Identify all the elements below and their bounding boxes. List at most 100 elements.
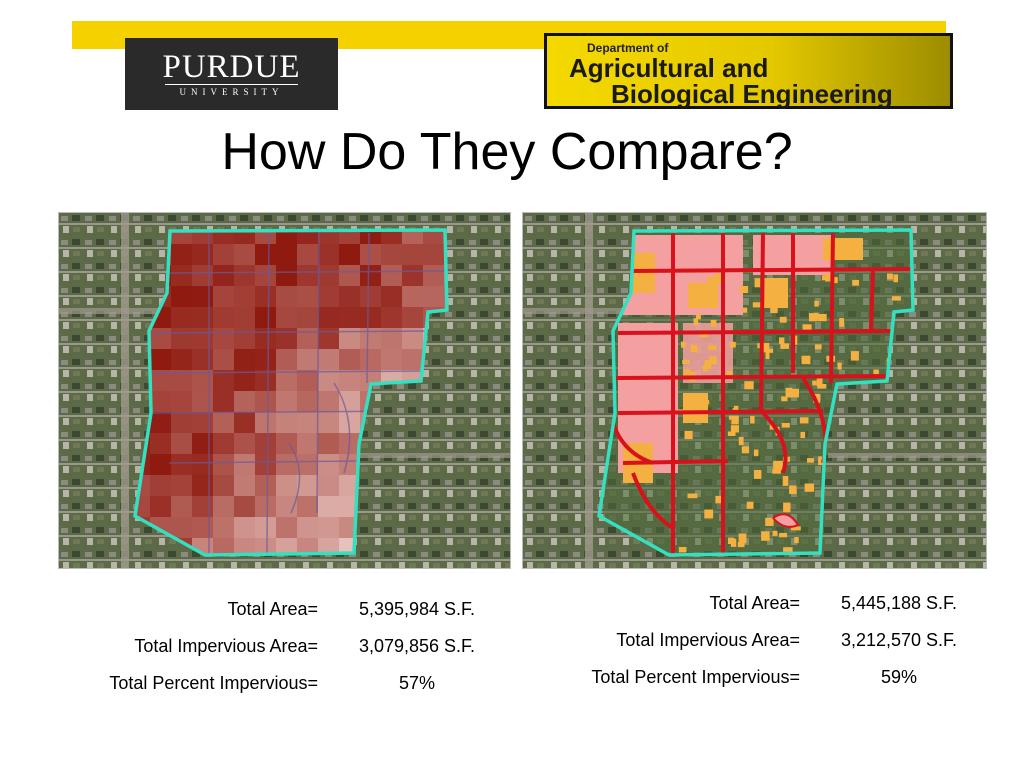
- heat-cell: [276, 230, 297, 244]
- roof-footprint: [729, 342, 736, 348]
- roof-footprint: [739, 286, 749, 293]
- heat-cell: [213, 328, 234, 349]
- heat-cell: [171, 230, 192, 244]
- heat-cell: [318, 244, 339, 265]
- heat-cell: [255, 391, 276, 412]
- right-impervious-area-label: Total Impervious Area=: [616, 630, 800, 650]
- heat-cell: [318, 475, 339, 496]
- roof-footprint: [789, 485, 797, 494]
- heat-cell: [360, 244, 381, 265]
- heat-cell: [171, 433, 192, 454]
- heat-cell: [255, 244, 276, 265]
- heat-cell: [213, 412, 234, 433]
- heat-cell: [150, 412, 171, 433]
- roof-footprint: [753, 449, 759, 457]
- roof-footprint: [690, 344, 698, 353]
- abe-logo-line1: Agricultural and: [569, 53, 769, 83]
- heat-cell: [192, 517, 213, 538]
- roof-footprint: [738, 533, 747, 544]
- heat-cell: [276, 454, 297, 475]
- heat-cell: [192, 391, 213, 412]
- heat-cell: [192, 349, 213, 370]
- heat-cell: [402, 286, 423, 307]
- heat-cell: [339, 230, 360, 244]
- roof-footprint: [699, 332, 709, 338]
- right-road-network: [611, 232, 912, 555]
- roof-footprint: [779, 337, 785, 344]
- right-boundary-outline: [597, 228, 915, 557]
- left-total-area-value: 5,395,984 S.F.: [358, 599, 476, 619]
- roof-footprint: [737, 542, 745, 548]
- roof-footprint: [754, 470, 762, 479]
- heat-cell: [150, 496, 171, 517]
- heat-cell: [318, 265, 339, 286]
- heat-cell: [402, 307, 423, 328]
- roof-footprint: [696, 313, 701, 320]
- roof-footprint: [814, 312, 819, 319]
- heat-cell: [150, 433, 171, 454]
- heat-cell: [213, 370, 234, 391]
- roof-footprint: [741, 446, 750, 454]
- roof-footprint: [779, 316, 787, 323]
- heat-cell: [276, 391, 297, 412]
- roof-footprint: [837, 362, 842, 370]
- abe-logo-prefix: Department of: [587, 41, 669, 55]
- heat-cell: [234, 230, 255, 244]
- heat-cell: [234, 349, 255, 370]
- roof-footprint: [708, 345, 717, 350]
- heat-cell: [234, 454, 255, 475]
- roof-footprint: [765, 517, 774, 526]
- heat-cell: [276, 412, 297, 433]
- heat-cell: [192, 286, 213, 307]
- heat-cell: [255, 265, 276, 286]
- heat-cell: [381, 244, 402, 265]
- heat-cell: [192, 328, 213, 349]
- purdue-logo-subtitle: UNIVERSITY: [179, 87, 284, 97]
- heat-cell: [318, 433, 339, 454]
- heat-cell: [255, 433, 276, 454]
- heat-cell: [297, 244, 318, 265]
- roof-footprint: [742, 307, 748, 313]
- heat-cell: [423, 286, 444, 307]
- heat-cell: [318, 412, 339, 433]
- right-percent-impervious-value: 59%: [880, 667, 918, 687]
- heat-cell: [150, 349, 171, 370]
- heat-cell: [318, 307, 339, 328]
- roof-footprint: [785, 387, 793, 398]
- heat-cell: [234, 391, 255, 412]
- heat-cell: [297, 286, 318, 307]
- roof-footprint: [704, 509, 714, 519]
- heat-cell: [255, 230, 276, 244]
- heat-cell: [276, 265, 297, 286]
- heat-cell: [213, 538, 234, 555]
- left-heat-map-image: [58, 212, 511, 569]
- roof-footprint: [852, 279, 859, 286]
- slide-title: How Do They Compare?: [221, 123, 793, 181]
- heat-cell: [255, 412, 276, 433]
- heat-cell: [171, 412, 192, 433]
- heat-cell: [150, 370, 171, 391]
- heat-cell: [297, 265, 318, 286]
- heat-cell: [192, 230, 213, 244]
- roof-footprint: [850, 351, 859, 361]
- heat-cell: [423, 244, 444, 265]
- heat-cell: [339, 286, 360, 307]
- heat-cell: [297, 370, 318, 391]
- roof-footprint: [684, 430, 693, 440]
- roof-footprint: [817, 384, 827, 389]
- heat-cell: [255, 328, 276, 349]
- roof-footprint: [769, 424, 776, 430]
- heat-cell: [339, 391, 360, 412]
- roof-footprint: [731, 419, 739, 425]
- left-percent-impervious-label: Total Percent Impervious=: [109, 673, 318, 693]
- heat-cell: [297, 475, 318, 496]
- roof-footprint: [781, 423, 790, 428]
- heat-cell: [360, 328, 381, 349]
- roof-footprint: [887, 273, 893, 280]
- heat-cell: [171, 265, 192, 286]
- heat-cell: [276, 349, 297, 370]
- roof-footprint: [893, 274, 898, 283]
- roof-footprint: [730, 425, 739, 433]
- left-impervious-area-value: 3,079,856 S.F.: [358, 636, 476, 656]
- right-impervious-area-value: 3,212,570 S.F.: [840, 630, 958, 650]
